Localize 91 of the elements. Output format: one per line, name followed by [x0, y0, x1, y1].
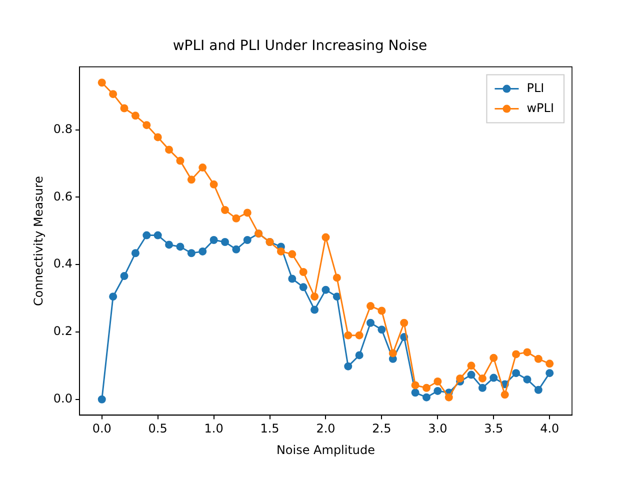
point	[512, 369, 520, 378]
point	[299, 268, 308, 276]
point	[276, 247, 285, 256]
point	[131, 249, 140, 258]
point	[142, 121, 151, 130]
point	[154, 133, 162, 142]
point	[512, 350, 520, 358]
y-tick-label: 0.8	[53, 122, 72, 136]
point	[154, 231, 162, 240]
point	[142, 231, 151, 240]
point	[378, 326, 386, 334]
point	[176, 156, 184, 165]
point	[288, 250, 296, 258]
point	[523, 375, 532, 384]
y-tick-label: 0.2	[53, 324, 72, 338]
x-tick-label: 3.5	[484, 422, 504, 436]
point	[332, 292, 341, 301]
point	[534, 354, 542, 363]
point	[388, 349, 397, 358]
point	[187, 249, 196, 258]
point	[366, 302, 375, 310]
point	[120, 272, 128, 280]
point	[478, 384, 486, 392]
x-tick-label: 2.5	[372, 422, 392, 436]
y-axis-title: Connectivity Measure	[31, 176, 46, 306]
x-tick-label: 0.5	[148, 422, 168, 436]
point	[523, 348, 532, 356]
point	[467, 362, 476, 370]
point	[366, 318, 375, 327]
point	[243, 236, 252, 244]
point	[344, 362, 352, 370]
chart-title: wPLI and PLI Under Increasing Noise	[172, 38, 428, 54]
point	[198, 164, 207, 172]
point	[355, 331, 364, 340]
legend-label: PLI	[526, 80, 544, 95]
point	[546, 360, 554, 368]
point	[310, 292, 319, 301]
point	[322, 233, 330, 242]
point	[456, 374, 464, 382]
legend-label: wPLI	[526, 100, 554, 115]
point	[98, 78, 106, 87]
x-tick-label: 3.0	[428, 422, 448, 436]
point	[534, 386, 542, 394]
y-tick-label: 0.6	[53, 189, 72, 204]
point	[165, 146, 174, 154]
point	[400, 318, 408, 327]
point	[478, 374, 486, 382]
x-tick-label: 1.0	[204, 422, 224, 436]
point	[490, 374, 498, 382]
point	[131, 112, 140, 120]
point	[422, 384, 430, 392]
point	[490, 354, 498, 362]
point	[210, 236, 218, 244]
point	[288, 274, 296, 283]
x-tick-label: 4.0	[540, 422, 560, 436]
y-tick-label: 0.4	[53, 256, 72, 271]
point	[109, 90, 118, 98]
point	[355, 351, 364, 360]
point	[422, 393, 430, 402]
point	[198, 247, 207, 256]
point	[120, 104, 128, 112]
point	[378, 306, 386, 315]
x-axis-title: Noise Amplitude	[276, 442, 376, 457]
point	[310, 306, 319, 314]
point	[221, 206, 229, 214]
point	[332, 274, 341, 282]
point	[299, 283, 308, 292]
point	[467, 370, 476, 379]
point	[411, 388, 420, 397]
point	[434, 386, 442, 395]
point	[232, 214, 240, 222]
point	[243, 208, 252, 217]
point	[165, 240, 174, 249]
point	[500, 390, 509, 399]
x-tick-label: 1.5	[260, 422, 280, 436]
point	[344, 331, 352, 340]
x-tick-label: 0.0	[92, 422, 112, 436]
point	[187, 176, 196, 184]
point	[98, 395, 106, 404]
point	[444, 393, 453, 402]
point	[546, 369, 554, 378]
point	[411, 381, 420, 390]
point	[322, 286, 330, 294]
point	[221, 238, 229, 246]
point	[109, 292, 118, 301]
point	[232, 245, 240, 254]
point	[210, 180, 218, 188]
y-tick-label: 0.0	[53, 391, 72, 406]
point	[434, 378, 442, 386]
point	[176, 242, 184, 251]
x-tick-label: 2.0	[316, 422, 336, 436]
